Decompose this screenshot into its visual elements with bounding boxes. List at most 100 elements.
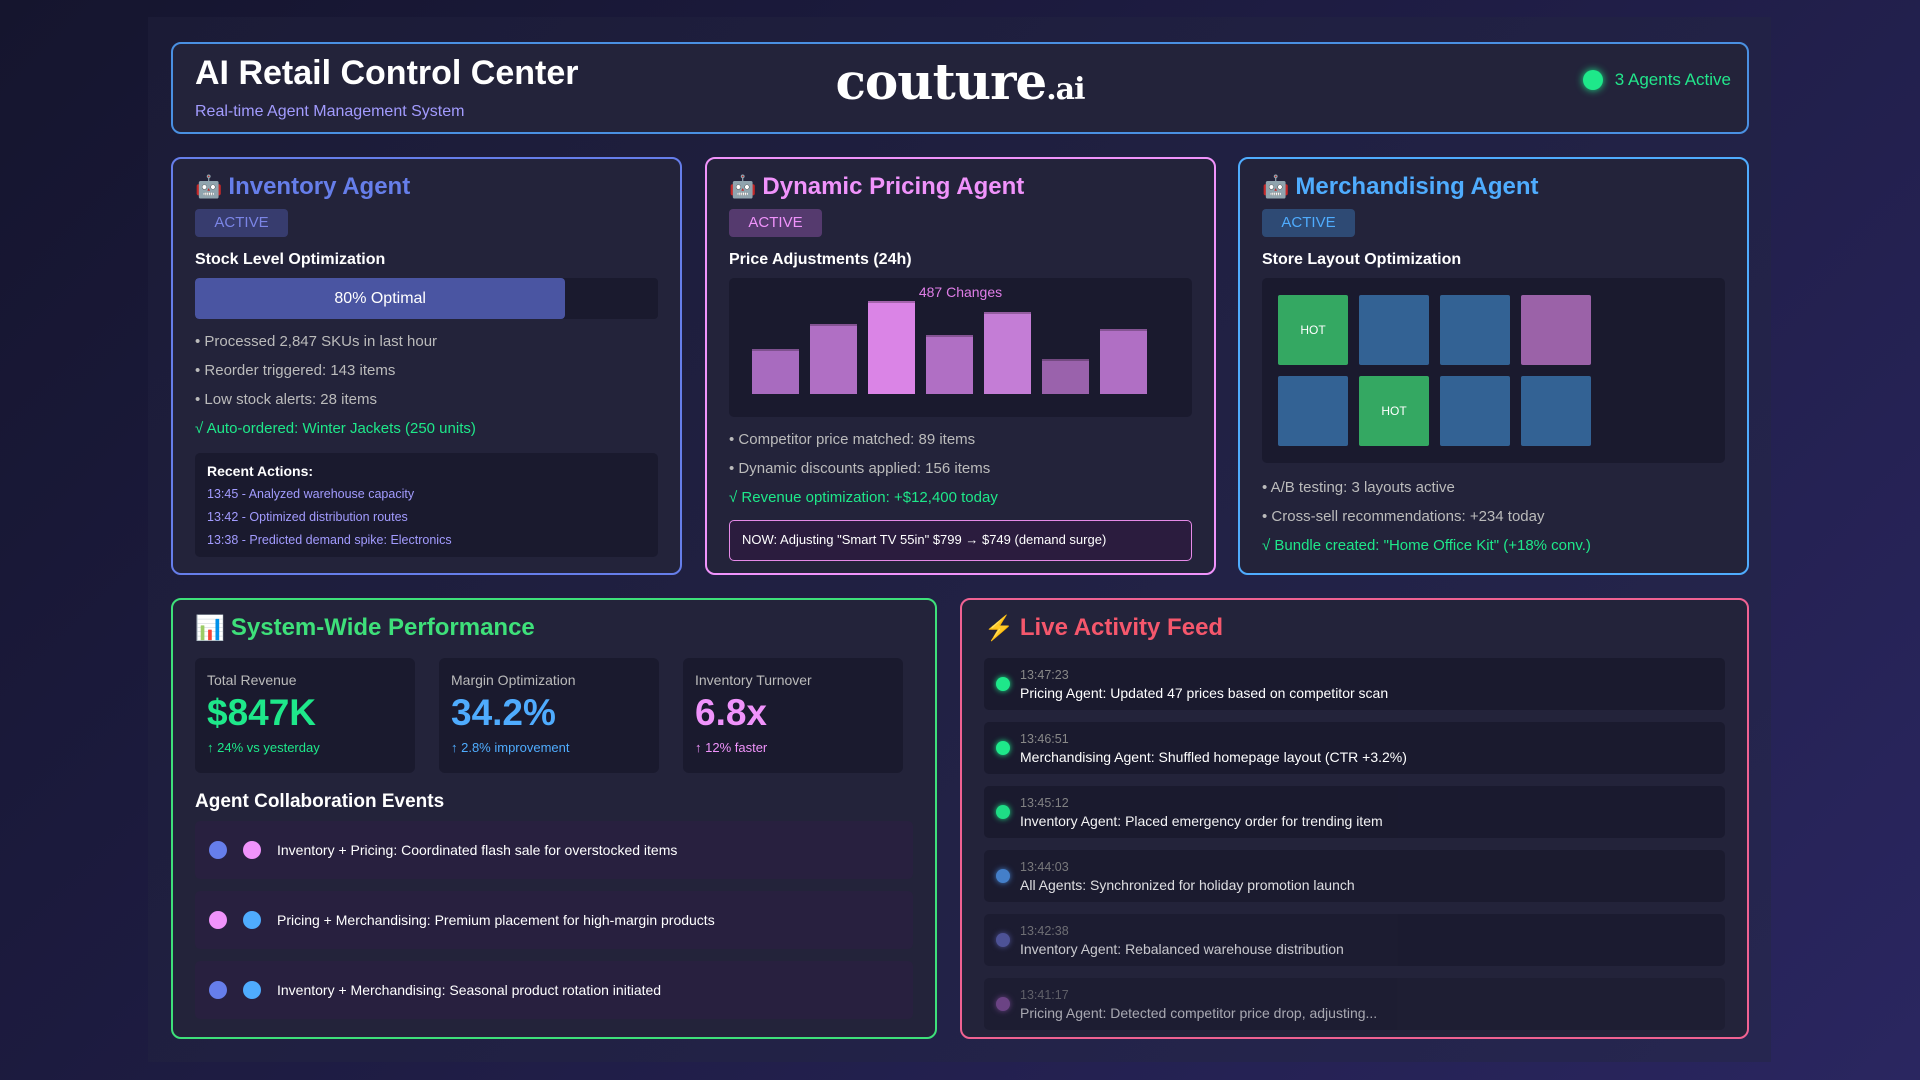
metric-label: Margin Optimization	[451, 672, 576, 688]
chart-bar	[1042, 358, 1089, 394]
feed-item: 13:45:12 Inventory Agent: Placed emergenc…	[984, 786, 1725, 838]
feed-time: 13:47:23	[1020, 667, 1069, 682]
status-dot-icon	[996, 677, 1010, 691]
success-line: √ Revenue optimization: +$12,400 today	[729, 489, 998, 506]
collab-text: Inventory + Merchandising: Seasonal prod…	[277, 982, 662, 998]
status-dot-icon	[996, 997, 1010, 1011]
feed-time: 13:42:38	[1020, 923, 1069, 938]
agent-dot-icon	[243, 981, 261, 999]
inventory-agent-card: 🤖 Inventory Agent ACTIVE Stock Level Opti…	[171, 157, 682, 575]
recent-actions: Recent Actions: 13:45 - Analyzed warehou…	[195, 453, 658, 557]
feed-message: Merchandising Agent: Shuffled homepage l…	[1020, 748, 1407, 765]
agents-status: 3 Agents Active	[1582, 70, 1731, 90]
recent-action: 13:38 - Predicted demand spike: Electron…	[207, 533, 452, 547]
status-dot-icon	[996, 741, 1010, 755]
chart-bar	[926, 335, 973, 394]
agent-dot-icon	[209, 841, 227, 859]
feed-message: All Agents: Synchronized for holiday pro…	[1020, 876, 1355, 893]
metric-label: Total Revenue	[207, 672, 297, 688]
pricing-agent-card: 🤖 Dynamic Pricing Agent ACTIVE Price Adju…	[705, 157, 1216, 575]
card-title: Dynamic Pricing Agent	[762, 173, 1025, 200]
chart-label: 487 Changes	[918, 284, 1003, 300]
layout-tile[interactable]	[1278, 376, 1348, 446]
status-dot-icon	[996, 869, 1010, 883]
layout-tile[interactable]	[1359, 295, 1429, 365]
success-line: √ Auto-ordered: Winter Jackets (250 unit…	[195, 420, 476, 437]
feed-message: Pricing Agent: Detected competitor price…	[1020, 1004, 1378, 1021]
stat-line: • Cross-sell recommendations: +234 today	[1262, 508, 1545, 525]
optimization-progress-bar: 80% Optimal	[195, 278, 658, 319]
status-dot-icon	[996, 805, 1010, 819]
feed-item: 13:41:17 Pricing Agent: Detected competit…	[984, 978, 1725, 1030]
feed-time: 13:46:51	[1020, 731, 1069, 746]
agent-dot-icon	[209, 911, 227, 929]
activity-feed-panel: ⚡ Live Activity Feed 13:47:23 Pricing Agen…	[960, 598, 1749, 1039]
stat-line: • Processed 2,847 SKUs in last hour	[195, 333, 438, 350]
lightning-icon: ⚡	[984, 614, 1014, 642]
recent-action: 13:42 - Optimized distribution routes	[207, 510, 408, 524]
card-title: Merchandising Agent	[1295, 173, 1539, 200]
agent-dot-icon	[243, 841, 261, 859]
layout-tile[interactable]: HOT	[1359, 376, 1429, 446]
chart-bar	[810, 324, 857, 394]
performance-panel: 📊 System-Wide Performance Total Revenue $8…	[171, 598, 937, 1039]
status-badge: ACTIVE	[729, 209, 822, 237]
chart-bar	[984, 312, 1031, 394]
status-dot-icon	[1582, 70, 1603, 90]
layout-tile[interactable]	[1440, 376, 1510, 446]
section-heading: Store Layout Optimization	[1262, 251, 1462, 268]
chart-bar	[868, 301, 915, 394]
header: AI Retail Control Center Real-time Agent…	[171, 42, 1749, 134]
feed-item: 13:44:03 All Agents: Synchronized for hol…	[984, 850, 1725, 902]
stat-line: • Dynamic discounts applied: 156 items	[729, 460, 991, 477]
recent-action: 13:45 - Analyzed warehouse capacity	[207, 487, 415, 501]
store-layout-grid: HOT HOT	[1262, 278, 1725, 463]
collab-event: Inventory + Pricing: Coordinated flash s…	[195, 821, 913, 879]
feed-item: 13:42:38 Inventory Agent: Rebalanced ware…	[984, 914, 1725, 966]
layout-tile[interactable]	[1440, 295, 1510, 365]
collab-text: Inventory + Pricing: Coordinated flash s…	[277, 842, 678, 858]
status-badge: ACTIVE	[1262, 209, 1355, 237]
feed-time: 13:45:12	[1020, 795, 1069, 810]
chart-bar	[1100, 329, 1147, 394]
section-heading: Price Adjustments (24h)	[729, 251, 912, 268]
feed-item: 13:47:23 Pricing Agent: Updated 47 prices…	[984, 658, 1725, 710]
metric-card: Inventory Turnover 6.8x ↑ 12% faster	[683, 658, 903, 773]
metric-value: 34.2%	[451, 692, 556, 733]
chart-bar	[752, 348, 799, 394]
metric-change: ↑ 24% vs yesterday	[207, 740, 320, 755]
robot-icon: 🤖	[1262, 174, 1290, 199]
section-heading: Stock Level Optimization	[195, 251, 386, 268]
layout-tile[interactable]	[1521, 376, 1591, 446]
price-adjustments-chart: 487 Changes	[729, 278, 1192, 417]
panel-title: System-Wide Performance	[230, 614, 535, 641]
robot-icon: 🤖	[729, 174, 757, 199]
panel-title: Live Activity Feed	[1019, 614, 1224, 641]
robot-icon: 🤖	[195, 174, 223, 199]
layout-tile[interactable]	[1521, 295, 1591, 365]
page-title: AI Retail Control Center	[195, 54, 579, 92]
merchandising-agent-card: 🤖 Merchandising Agent ACTIVE Store Layout…	[1238, 157, 1749, 575]
page-subtitle: Real-time Agent Management System	[195, 103, 465, 120]
collab-text: Pricing + Merchandising: Premium placeme…	[277, 912, 715, 928]
metric-change: ↑ 12% faster	[695, 740, 768, 755]
stat-line: • Low stock alerts: 28 items	[195, 391, 377, 408]
collab-event: Pricing + Merchandising: Premium placeme…	[195, 891, 913, 949]
stat-line: • A/B testing: 3 layouts active	[1262, 479, 1455, 496]
metric-value: 6.8x	[695, 692, 768, 733]
agent-dot-icon	[209, 981, 227, 999]
metric-card: Total Revenue $847K ↑ 24% vs yesterday	[195, 658, 415, 773]
current-action: NOW: Adjusting "Smart TV 55in" $799 → $7…	[729, 520, 1192, 561]
feed-message: Inventory Agent: Rebalanced warehouse di…	[1020, 940, 1344, 957]
metric-card: Margin Optimization 34.2% ↑ 2.8% improveme…	[439, 658, 659, 773]
status-badge: ACTIVE	[195, 209, 288, 237]
agent-dot-icon	[243, 911, 261, 929]
card-title: Inventory Agent	[228, 173, 411, 200]
logo: couture.ai	[835, 52, 1085, 111]
feed-time: 13:44:03	[1020, 859, 1069, 874]
layout-tile[interactable]: HOT	[1278, 295, 1348, 365]
metric-value: $847K	[207, 692, 317, 733]
metric-label: Inventory Turnover	[695, 672, 812, 688]
feed-message: Pricing Agent: Updated 47 prices based o…	[1020, 684, 1389, 701]
stat-line: • Reorder triggered: 143 items	[195, 362, 396, 379]
